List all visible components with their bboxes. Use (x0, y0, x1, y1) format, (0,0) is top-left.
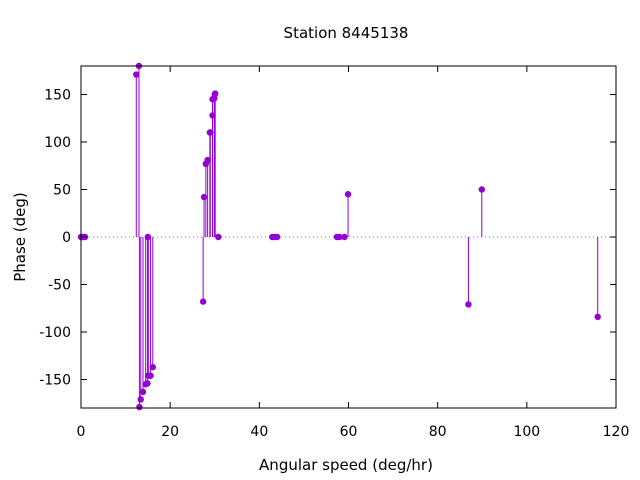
data-point (199, 298, 207, 305)
data-point (341, 233, 348, 241)
data-point (478, 186, 486, 193)
y-tick-label: 150 (44, 88, 71, 104)
tick-layer: 0 20 40 60 80 100 120 -150 -100 -50 0 50 100 150 (39, 66, 629, 440)
data-point (149, 363, 156, 371)
y-tick-label: 100 (44, 135, 71, 151)
impulse-layer (135, 66, 599, 408)
data-point (211, 90, 219, 97)
data-point (133, 71, 140, 78)
data-point (209, 112, 216, 119)
x-tick-label: 120 (603, 424, 630, 440)
y-tick-label: -50 (48, 278, 71, 294)
x-tick-label: 60 (340, 424, 358, 440)
data-point (204, 156, 211, 164)
data-point (136, 403, 143, 411)
data-point (594, 313, 601, 320)
data-point (465, 301, 472, 308)
data-point (215, 233, 222, 241)
y-tick-label: 50 (53, 183, 71, 199)
data-point (207, 129, 214, 136)
data-point (344, 191, 352, 198)
data-point (147, 372, 154, 379)
x-tick-label: 100 (513, 424, 540, 440)
data-point (139, 388, 147, 396)
x-tick-label: 20 (161, 424, 179, 440)
y-tick-label: -100 (39, 325, 71, 341)
point-layer (77, 62, 601, 411)
x-tick-label: 0 (77, 424, 86, 440)
x-tick-label: 80 (429, 424, 447, 440)
chart-title: Station 8445138 (284, 24, 409, 42)
y-tick-label: -150 (39, 373, 71, 389)
data-point (336, 233, 343, 241)
y-axis-title: Phase (deg) (11, 192, 29, 282)
x-tick-label: 40 (250, 424, 268, 440)
data-point (200, 193, 208, 201)
data-point (137, 396, 144, 403)
x-axis-title: Angular speed (deg/hr) (259, 456, 433, 474)
data-point (273, 233, 281, 241)
y-tick-label: 0 (62, 230, 71, 246)
data-point (144, 380, 151, 387)
data-point (144, 233, 152, 241)
